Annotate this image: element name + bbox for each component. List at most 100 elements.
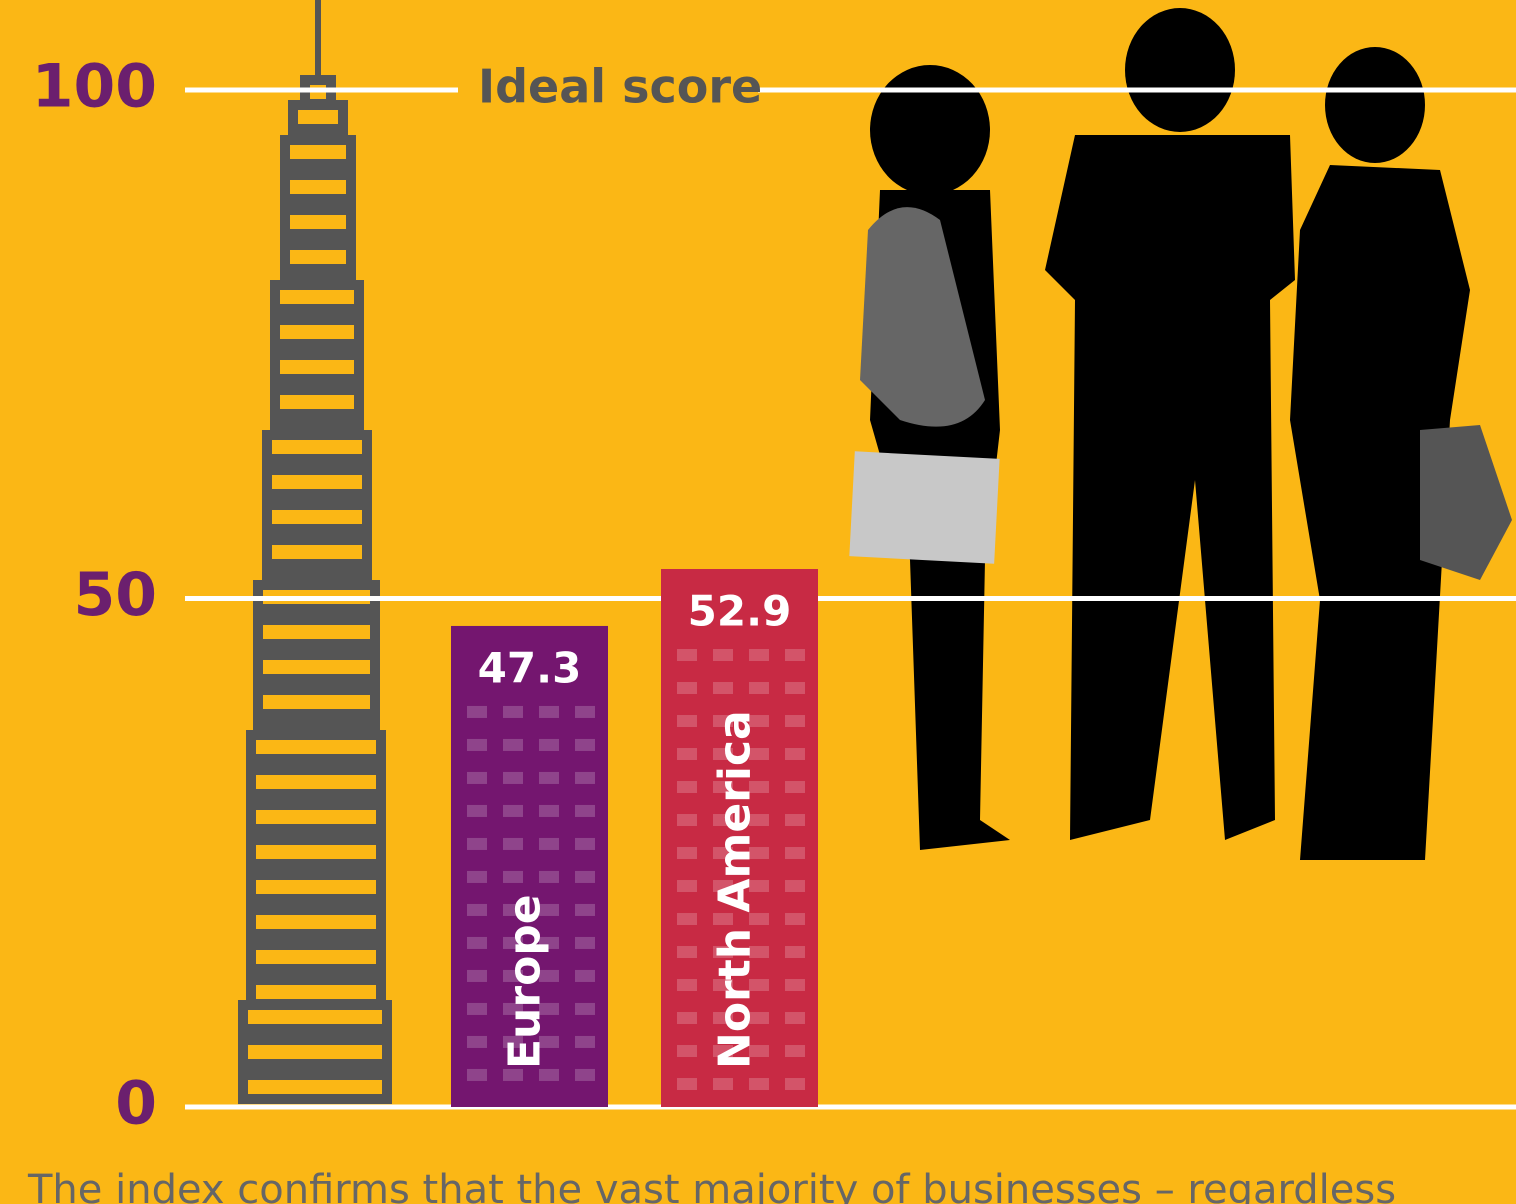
tower-stripe bbox=[256, 740, 376, 754]
window bbox=[713, 847, 733, 860]
window bbox=[785, 682, 805, 695]
window bbox=[749, 1078, 769, 1091]
window bbox=[575, 804, 595, 817]
window bbox=[785, 649, 805, 662]
window bbox=[503, 771, 523, 784]
window bbox=[575, 705, 595, 718]
tower-stripe bbox=[272, 510, 362, 524]
value-label: 52.9 bbox=[688, 587, 792, 636]
window bbox=[749, 781, 769, 794]
window bbox=[503, 1035, 523, 1048]
window bbox=[785, 1078, 805, 1091]
tower-stripe bbox=[280, 395, 354, 409]
window bbox=[575, 1068, 595, 1081]
folder bbox=[849, 451, 1000, 564]
tower-stripe bbox=[256, 915, 376, 929]
tower-stripe bbox=[290, 250, 346, 264]
tower-stripe bbox=[290, 145, 346, 159]
bar bbox=[451, 625, 608, 1107]
tower-stripe bbox=[256, 985, 376, 999]
window bbox=[713, 1012, 733, 1025]
briefcase bbox=[1420, 425, 1512, 580]
y-tick-label: 100 bbox=[32, 52, 157, 122]
window bbox=[677, 814, 697, 827]
window bbox=[503, 837, 523, 850]
window bbox=[749, 715, 769, 728]
window bbox=[575, 870, 595, 883]
window bbox=[467, 1068, 487, 1081]
window bbox=[575, 771, 595, 784]
window bbox=[503, 738, 523, 751]
tower-stripe bbox=[256, 950, 376, 964]
window bbox=[575, 903, 595, 916]
window bbox=[749, 682, 769, 695]
window bbox=[749, 814, 769, 827]
window bbox=[785, 1045, 805, 1058]
window bbox=[749, 979, 769, 992]
window bbox=[467, 705, 487, 718]
window bbox=[467, 936, 487, 949]
window bbox=[713, 649, 733, 662]
window bbox=[467, 1002, 487, 1015]
window bbox=[713, 715, 733, 728]
window bbox=[467, 969, 487, 982]
tower-stripe bbox=[256, 810, 376, 824]
tower-stripe bbox=[290, 215, 346, 229]
window bbox=[785, 781, 805, 794]
window bbox=[575, 936, 595, 949]
window bbox=[503, 1002, 523, 1015]
window bbox=[677, 913, 697, 926]
tower-stripe bbox=[272, 440, 362, 454]
window bbox=[539, 969, 559, 982]
window bbox=[503, 903, 523, 916]
window bbox=[785, 1012, 805, 1025]
tower-stripe bbox=[248, 1045, 382, 1059]
window bbox=[677, 847, 697, 860]
category-label: North America bbox=[710, 710, 761, 1069]
y-tick-label: 0 bbox=[115, 1069, 157, 1139]
tower-stripe bbox=[298, 110, 338, 124]
tower-stripe bbox=[263, 625, 370, 639]
window bbox=[749, 748, 769, 761]
window bbox=[749, 1012, 769, 1025]
window bbox=[713, 913, 733, 926]
window bbox=[539, 936, 559, 949]
window bbox=[785, 847, 805, 860]
window bbox=[713, 748, 733, 761]
window bbox=[785, 748, 805, 761]
tower-stripe bbox=[256, 775, 376, 789]
tower-stripe bbox=[248, 1080, 382, 1094]
window bbox=[713, 880, 733, 893]
window bbox=[677, 682, 697, 695]
window bbox=[677, 748, 697, 761]
tower-stripe bbox=[263, 660, 370, 674]
window bbox=[785, 715, 805, 728]
annotation-bg bbox=[458, 60, 758, 120]
window bbox=[575, 837, 595, 850]
window bbox=[749, 1045, 769, 1058]
window bbox=[713, 946, 733, 959]
tower-stripe bbox=[280, 360, 354, 374]
window bbox=[539, 870, 559, 883]
window bbox=[539, 1035, 559, 1048]
window bbox=[503, 705, 523, 718]
window bbox=[467, 903, 487, 916]
window bbox=[467, 1035, 487, 1048]
window bbox=[785, 880, 805, 893]
window bbox=[539, 837, 559, 850]
window bbox=[749, 880, 769, 893]
window bbox=[749, 913, 769, 926]
tower-stripe bbox=[272, 545, 362, 559]
window bbox=[575, 1002, 595, 1015]
tower-stripe bbox=[272, 475, 362, 489]
window bbox=[467, 771, 487, 784]
window bbox=[539, 804, 559, 817]
window bbox=[749, 847, 769, 860]
window bbox=[677, 946, 697, 959]
window bbox=[539, 1002, 559, 1015]
window bbox=[539, 771, 559, 784]
window bbox=[503, 870, 523, 883]
annotation: Ideal score bbox=[478, 60, 762, 114]
